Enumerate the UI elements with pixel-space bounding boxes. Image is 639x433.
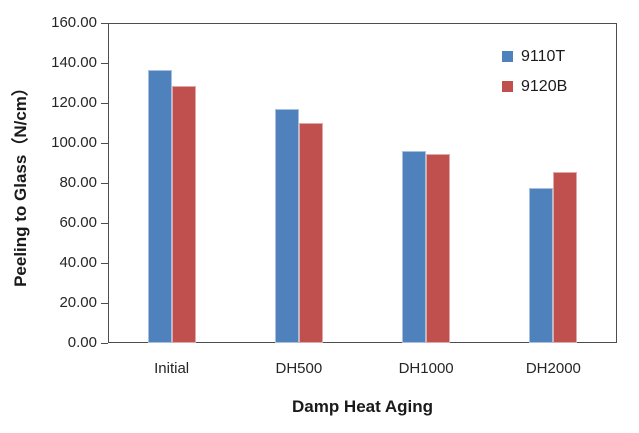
- y-tick-mark: [101, 63, 108, 64]
- legend-row-9110t: 9110T: [502, 48, 567, 65]
- y-tick-mark: [101, 303, 108, 304]
- legend-swatch-icon: [502, 51, 513, 62]
- x-category-label: DH500: [275, 360, 323, 377]
- y-tick-mark: [101, 263, 108, 264]
- y-tick-mark: [101, 23, 108, 24]
- x-axis-title: Damp Heat Aging: [291, 397, 434, 416]
- y-tick-mark: [101, 343, 108, 344]
- y-tick-label: 60.00: [59, 214, 97, 231]
- legend-label: 9110T: [521, 48, 566, 65]
- legend-label: 9120B: [521, 78, 568, 95]
- legend-row-9120b: 9120B: [502, 78, 567, 95]
- x-category-label: Initial: [154, 360, 190, 377]
- y-tick-label: 0.00: [67, 334, 97, 351]
- x-category-label: DH2000: [525, 360, 581, 377]
- bar-9110t-dh500: [274, 109, 299, 343]
- bar-9120b-dh500: [298, 123, 323, 343]
- bar-9110t-dh2000: [529, 188, 554, 343]
- y-tick-mark: [101, 183, 108, 184]
- bar-9110t-initial: [147, 70, 172, 343]
- legend: 9110T 9120B: [502, 48, 567, 95]
- legend-swatch-icon: [502, 81, 513, 92]
- y-tick-mark: [101, 143, 108, 144]
- y-tick-label: 100.00: [51, 134, 97, 151]
- y-tick-label: 160.00: [51, 14, 97, 31]
- y-tick-mark: [101, 103, 108, 104]
- y-tick-label: 20.00: [59, 294, 97, 311]
- bar-9120b-initial: [171, 86, 196, 343]
- y-tick-label: 80.00: [59, 174, 97, 191]
- bar-9110t-dh1000: [402, 151, 427, 343]
- x-category-label: DH1000: [398, 360, 454, 377]
- y-tick-label: 120.00: [51, 94, 97, 111]
- y-tick-label: 140.00: [51, 54, 97, 71]
- y-tick-mark: [101, 223, 108, 224]
- y-tick-label: 40.00: [59, 254, 97, 271]
- y-axis-title: Peeling to Glass（N/cm）: [11, 79, 30, 287]
- bar-9120b-dh1000: [426, 154, 451, 343]
- bar-9120b-dh2000: [553, 172, 578, 343]
